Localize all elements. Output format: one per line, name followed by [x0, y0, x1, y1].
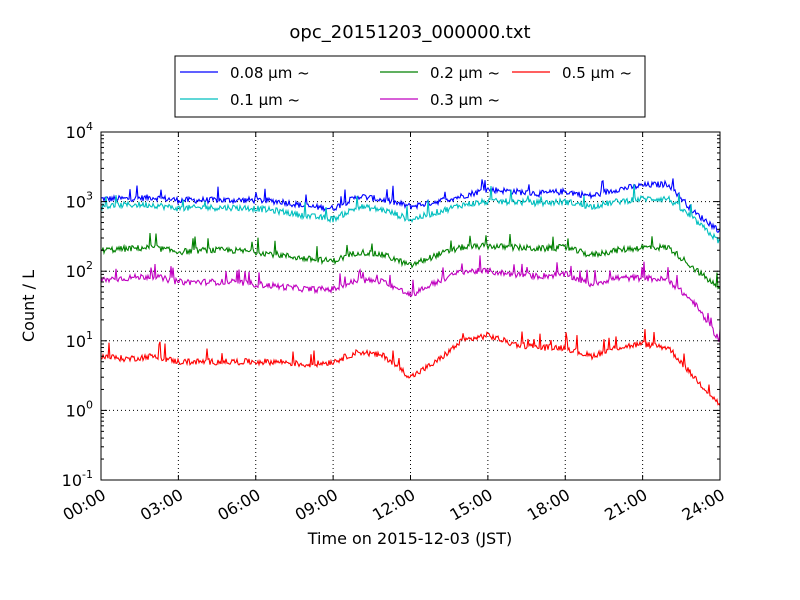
- x-tick-label: 12:00: [369, 485, 418, 525]
- ticks: 00:00 03:00 06:00 09:00 12:00 15:00 18:00 21:00…: [60, 120, 728, 525]
- y-tick-label: 101: [66, 329, 93, 351]
- x-tick-label: 18:00: [524, 485, 573, 525]
- x-axis-label: Time on 2015-12-03 (JST): [307, 529, 512, 548]
- series-line: [100, 255, 721, 342]
- series-line: [100, 232, 721, 290]
- y-tick-label: 102: [66, 259, 93, 281]
- x-tick-label: 21:00: [601, 485, 650, 525]
- series-line: [100, 329, 721, 407]
- y-axis-label: Count / L: [19, 270, 38, 342]
- legend-box: [174, 55, 646, 118]
- x-tick-label: 00:00: [60, 485, 109, 525]
- y-tick-label: 10-1: [62, 468, 93, 490]
- chart-title: opc_20151203_000000.txt: [289, 22, 530, 43]
- y-tick-label: 104: [66, 120, 93, 142]
- x-tick-label: 24:00: [679, 485, 728, 525]
- x-tick-label: 03:00: [137, 485, 186, 525]
- legend: 0.08 μm ~ 0.1 μm ~ 0.2 μm ~ 0.3 μm ~ 0.5 μm …: [174, 55, 646, 118]
- x-tick-label: 15:00: [446, 485, 495, 525]
- y-tick-label: 100: [66, 398, 93, 420]
- x-tick-label: 06:00: [214, 485, 263, 525]
- x-tick-label: 09:00: [292, 485, 341, 525]
- grid: [101, 132, 720, 480]
- legend-label: 0.1 μm ~: [230, 91, 300, 109]
- legend-label: 0.3 μm ~: [430, 91, 500, 109]
- series-line: [100, 178, 721, 234]
- legend-label: 0.2 μm ~: [430, 64, 500, 82]
- series-line: [100, 184, 721, 244]
- legend-label: 0.08 μm ~: [230, 64, 310, 82]
- y-tick-label: 103: [66, 190, 93, 212]
- legend-label: 0.5 μm ~: [562, 64, 632, 82]
- series-group: [100, 178, 721, 407]
